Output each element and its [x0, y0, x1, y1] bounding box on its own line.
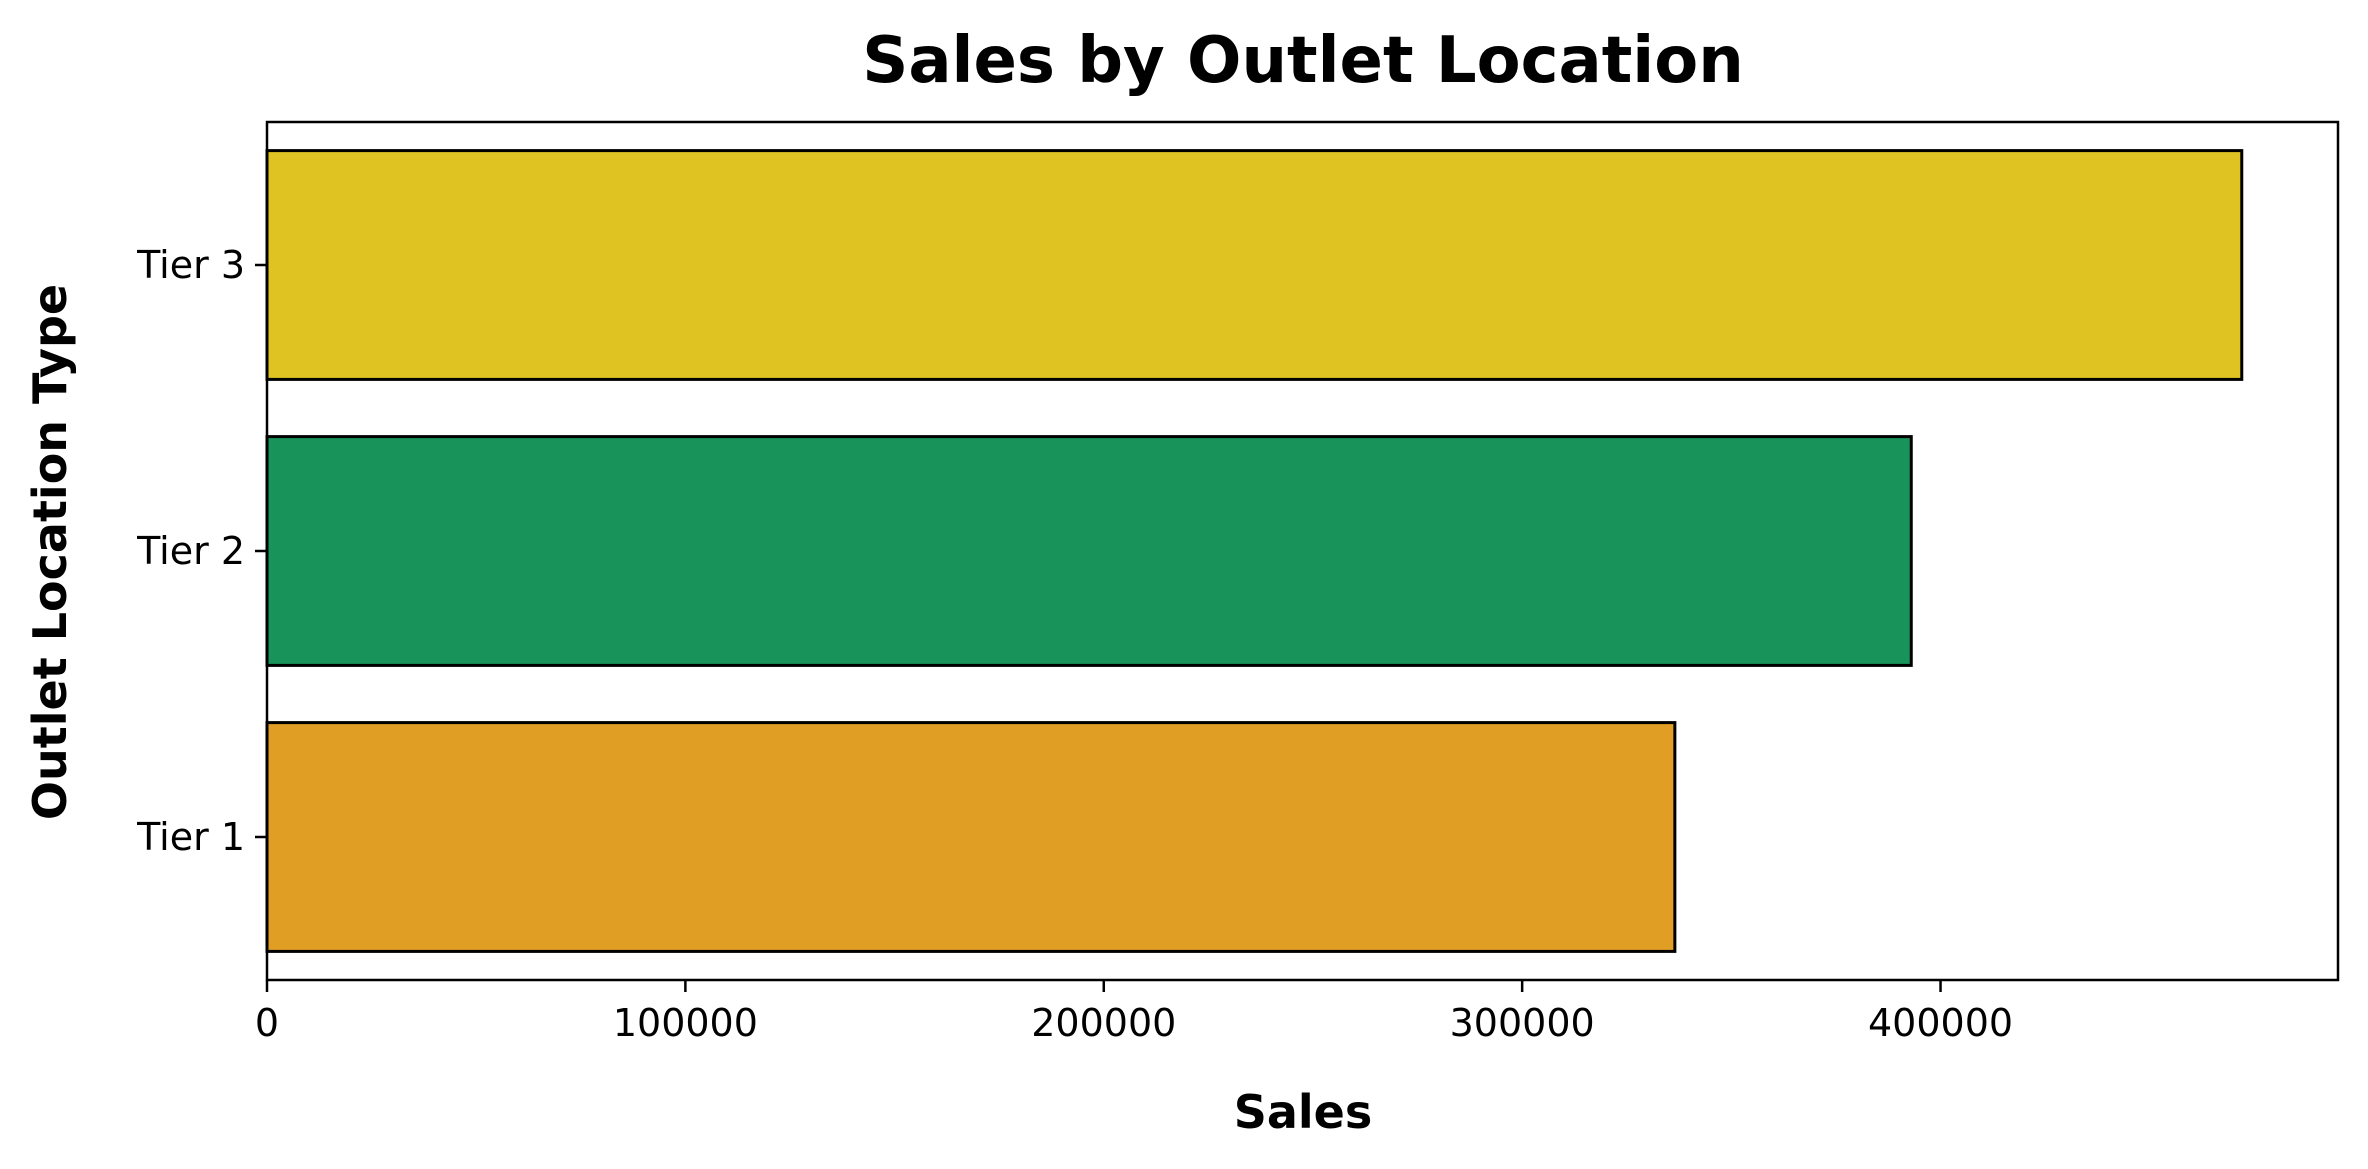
- bar-tier-2: [265, 435, 1913, 667]
- y-axis-ticks: Tier 3 Tier 2 Tier 1: [136, 243, 267, 859]
- x-tick-label: 100000: [613, 1001, 758, 1045]
- x-axis-label: Sales: [1234, 1085, 1373, 1139]
- bar-tier-3: [265, 149, 2244, 381]
- x-tick-label: 300000: [1450, 1001, 1595, 1045]
- chart-title: Sales by Outlet Location: [862, 24, 1744, 98]
- y-axis-label: Outlet Location Type: [23, 284, 77, 820]
- x-tick-label: 400000: [1868, 1001, 2013, 1045]
- y-tick-label-tier-3: Tier 3: [136, 243, 245, 287]
- bars-group: [265, 149, 2244, 953]
- x-tick-label: 200000: [1031, 1001, 1176, 1045]
- x-axis-ticks: 0 100000 200000 300000 400000: [255, 980, 2013, 1045]
- y-tick-label-tier-2: Tier 2: [136, 529, 245, 573]
- y-tick-label-tier-1: Tier 1: [136, 815, 245, 859]
- plot-frame: [265, 120, 2340, 982]
- x-tick-label: 0: [255, 1001, 279, 1045]
- bar-tier-1: [265, 721, 1677, 953]
